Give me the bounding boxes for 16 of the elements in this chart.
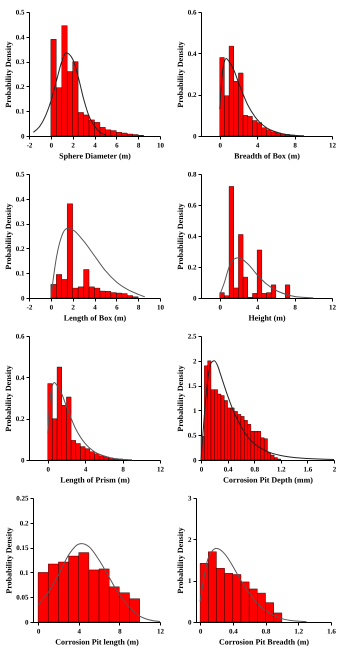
x-axis-title: Length of Box (m) [64, 314, 127, 322]
x-axis-title: Breadth of Box (m) [234, 152, 300, 160]
y-axis-title: Probability Density [176, 41, 185, 108]
y-axis-title: Probability Density [4, 203, 13, 270]
x-axis-title: Sphere Diameter (m) [59, 152, 132, 160]
x-axis-title: Corrosion Pit Depth (mm) [223, 476, 314, 484]
x-axis-title: Corrosion Pit Breadth (m) [218, 638, 310, 646]
x-axis-title: Height (m) [248, 314, 286, 322]
y-axis-title: Probability Density [176, 203, 185, 270]
y-axis-title: Probability Density [4, 365, 13, 432]
y-axis-title: Probability Density [176, 365, 185, 432]
x-axis-title: Corrosion Pit length (m) [55, 638, 140, 646]
y-axis-title: Probability Density [176, 527, 185, 594]
x-axis-title: Length of Prism (m) [60, 476, 130, 484]
y-axis-title: Probability Density [4, 41, 13, 108]
y-axis-title: Probability Density [4, 527, 14, 594]
